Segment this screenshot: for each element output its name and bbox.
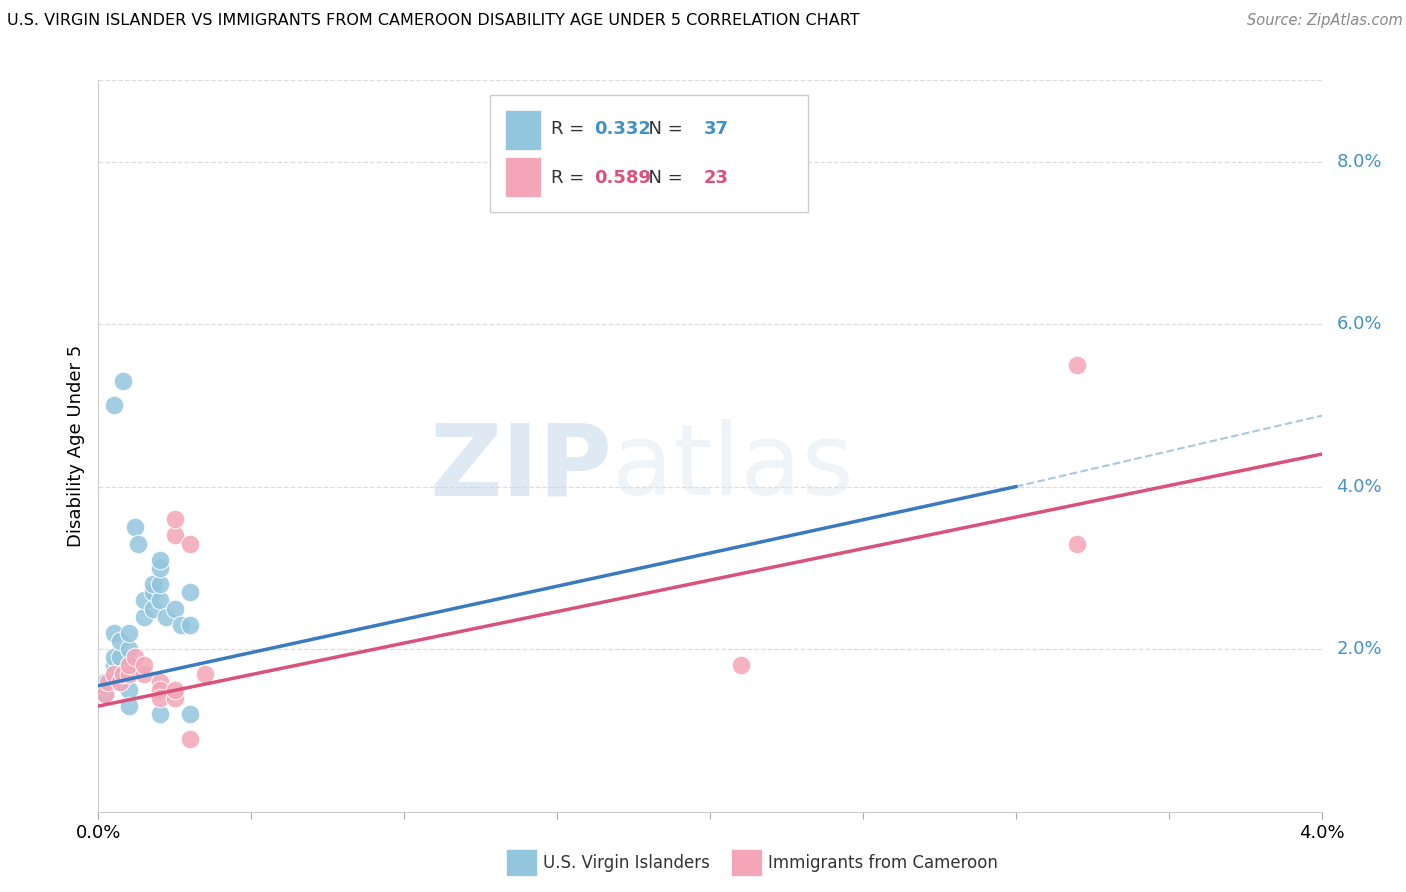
Text: 6.0%: 6.0%: [1336, 315, 1382, 333]
Text: 8.0%: 8.0%: [1336, 153, 1382, 170]
Point: [93, 679, 115, 693]
Point: [730, 658, 752, 673]
Point: [134, 609, 156, 624]
Point: [134, 593, 156, 607]
Point: [127, 536, 149, 550]
Point: [179, 707, 201, 722]
Point: [149, 707, 172, 722]
Text: Immigrants from Cameroon: Immigrants from Cameroon: [768, 854, 997, 871]
Point: [118, 658, 141, 673]
Text: 2.0%: 2.0%: [1336, 640, 1382, 658]
Text: 4.0%: 4.0%: [1336, 477, 1382, 496]
Point: [108, 650, 131, 665]
Point: [170, 617, 193, 632]
Text: ZIP: ZIP: [429, 419, 612, 516]
Point: [149, 577, 172, 591]
Point: [179, 617, 201, 632]
Text: 0.589: 0.589: [593, 169, 651, 186]
Point: [163, 682, 186, 697]
Text: U.S. VIRGIN ISLANDER VS IMMIGRANTS FROM CAMEROON DISABILITY AGE UNDER 5 CORRELAT: U.S. VIRGIN ISLANDER VS IMMIGRANTS FROM …: [7, 13, 859, 29]
Point: [108, 666, 131, 681]
Point: [1066, 358, 1088, 372]
Point: [134, 666, 156, 681]
Point: [163, 528, 186, 542]
Point: [142, 577, 165, 591]
Point: [93, 674, 115, 689]
Text: R =: R =: [551, 169, 591, 186]
Point: [134, 658, 156, 673]
Point: [103, 398, 125, 412]
Text: Source: ZipAtlas.com: Source: ZipAtlas.com: [1247, 13, 1403, 29]
Point: [179, 731, 201, 746]
Point: [149, 674, 172, 689]
Point: [108, 674, 131, 689]
Point: [97, 674, 120, 689]
Point: [118, 699, 141, 714]
Point: [118, 658, 141, 673]
Point: [142, 601, 165, 615]
Text: atlas: atlas: [612, 419, 853, 516]
Text: N =: N =: [637, 120, 688, 138]
Point: [179, 536, 201, 550]
Point: [111, 666, 134, 681]
Point: [163, 690, 186, 705]
Bar: [505, 157, 541, 197]
Text: R =: R =: [551, 120, 591, 138]
Point: [103, 650, 125, 665]
Text: U.S. Virgin Islanders: U.S. Virgin Islanders: [543, 854, 710, 871]
Point: [108, 634, 131, 648]
Point: [118, 682, 141, 697]
Point: [179, 585, 201, 599]
FancyBboxPatch shape: [489, 95, 808, 212]
Point: [163, 601, 186, 615]
Point: [142, 585, 165, 599]
Text: 37: 37: [704, 120, 728, 138]
Point: [93, 687, 115, 701]
Point: [118, 666, 141, 681]
Point: [103, 626, 125, 640]
Point: [163, 512, 186, 526]
Point: [149, 593, 172, 607]
Point: [149, 561, 172, 575]
Point: [103, 658, 125, 673]
Point: [1066, 536, 1088, 550]
Point: [124, 520, 146, 534]
Y-axis label: Disability Age Under 5: Disability Age Under 5: [66, 345, 84, 547]
Point: [149, 690, 172, 705]
Point: [108, 674, 131, 689]
Point: [103, 674, 125, 689]
Point: [111, 374, 134, 388]
Text: 0.332: 0.332: [593, 120, 651, 138]
Text: 23: 23: [704, 169, 728, 186]
Point: [149, 553, 172, 567]
Point: [155, 609, 177, 624]
Point: [93, 687, 115, 701]
Point: [149, 682, 172, 697]
Point: [118, 666, 141, 681]
Bar: [505, 110, 541, 150]
Text: N =: N =: [637, 169, 688, 186]
Point: [194, 666, 217, 681]
Point: [103, 666, 125, 681]
Point: [124, 650, 146, 665]
Point: [118, 626, 141, 640]
Point: [118, 642, 141, 657]
